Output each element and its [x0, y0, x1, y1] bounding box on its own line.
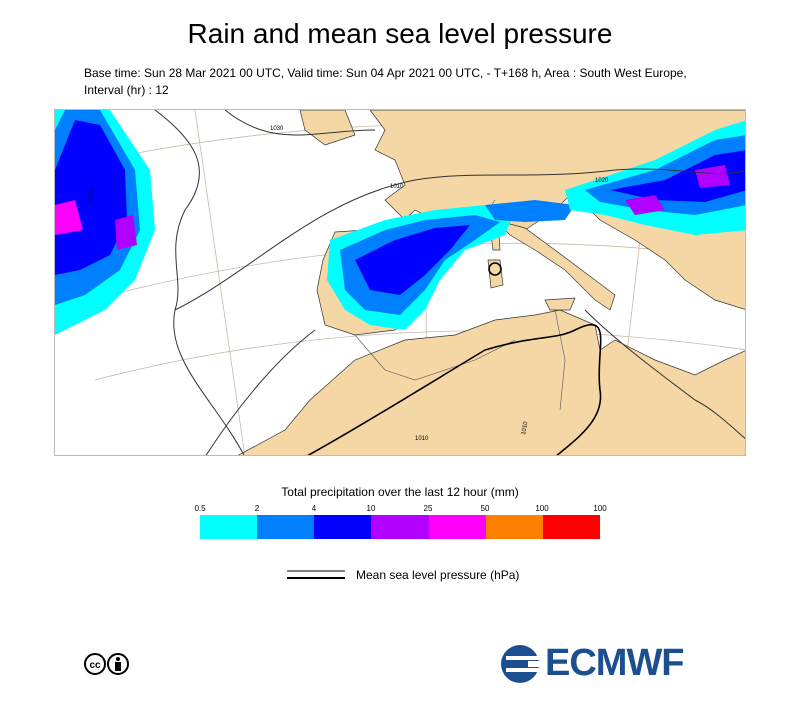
colorbar-swatch	[542, 515, 600, 539]
precip-balkans	[565, 120, 745, 235]
ecmwf-logo-icon	[501, 645, 546, 683]
legend-tick: 0.5	[194, 504, 206, 513]
cc-by-icon: cc	[84, 653, 129, 675]
isobars	[154, 110, 745, 455]
legend-title: Total precipitation over the last 12 hou…	[281, 485, 519, 499]
isobar-label: 1020	[86, 187, 96, 202]
legend-tick: 100	[593, 504, 607, 513]
colorbar-swatch	[314, 515, 372, 539]
legend-tick: 100	[535, 504, 549, 513]
weather-map: 1030 1020 1010 1010 1020 1010	[54, 109, 746, 456]
precip-colorbar	[200, 515, 600, 539]
legend-tick: 2	[254, 504, 260, 513]
isobar-label: 1010	[390, 184, 404, 190]
isobar-label: 1030	[270, 126, 284, 132]
isobar-label: 1010	[415, 436, 429, 442]
legend-tick: 25	[423, 504, 433, 513]
isobar-label: 1010	[521, 421, 529, 436]
precip-atlantic	[55, 110, 155, 335]
isobars-bold	[306, 262, 602, 455]
legend-tick: 4	[311, 504, 317, 513]
isobar-labels: 1030 1020 1010 1010 1020 1010	[86, 126, 609, 442]
legend-tick: 10	[366, 504, 376, 513]
chart-title: Rain and mean sea level pressure	[187, 18, 613, 49]
ecmwf-logo-text: ECMWF	[545, 642, 685, 684]
colorbar-swatch	[200, 515, 258, 539]
chart-subtitle: Base time: Sun 28 Mar 2021 00 UTC, Valid…	[84, 66, 687, 97]
colorbar-swatch	[485, 515, 543, 539]
isobar-label: 1020	[595, 178, 609, 184]
svg-text:cc: cc	[89, 660, 101, 671]
legend-tick: 50	[480, 504, 490, 513]
msl-legend-label: Mean sea level pressure (hPa)	[356, 568, 520, 582]
msl-legend-line	[287, 570, 345, 579]
colorbar-swatch	[371, 515, 429, 539]
colorbar-swatch	[428, 515, 486, 539]
precip-iberia	[327, 200, 575, 330]
colorbar-swatch	[257, 515, 315, 539]
